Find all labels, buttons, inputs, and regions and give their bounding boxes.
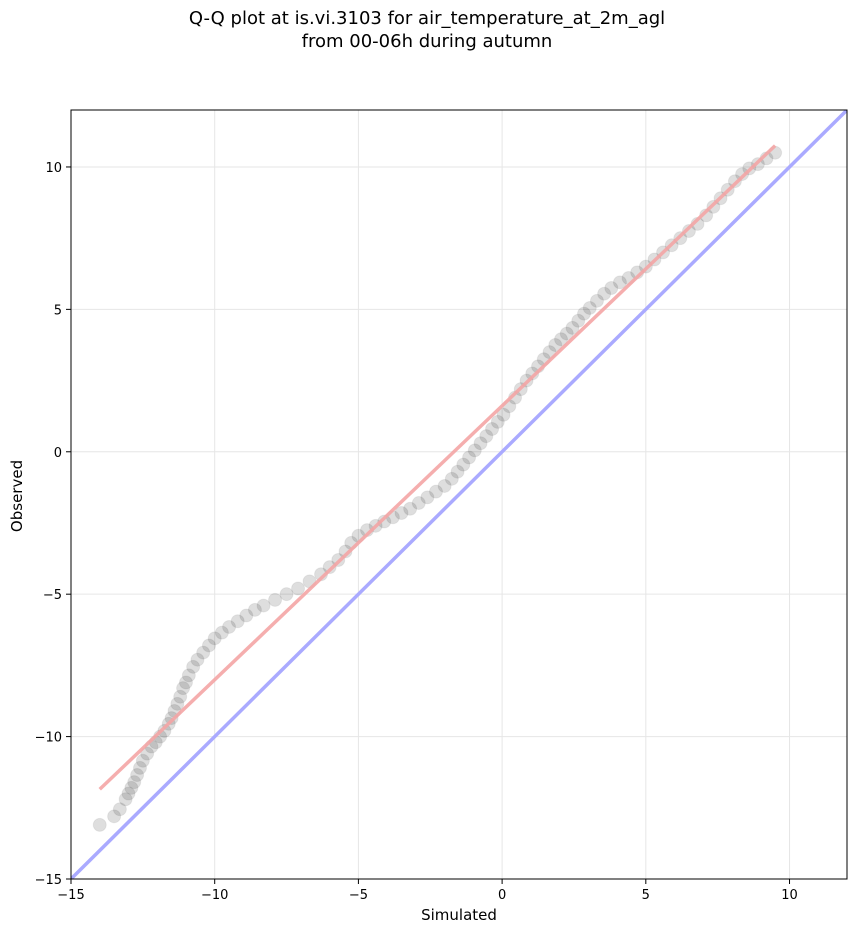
data-point bbox=[190, 652, 205, 667]
data-point bbox=[525, 366, 540, 381]
data-point bbox=[239, 608, 254, 623]
data-point bbox=[597, 286, 612, 301]
data-point bbox=[247, 602, 262, 617]
data-point bbox=[577, 306, 592, 321]
data-point bbox=[268, 592, 283, 607]
y-tick-label: −15 bbox=[35, 873, 62, 888]
data-point bbox=[256, 598, 271, 613]
data-point bbox=[164, 711, 179, 726]
data-point bbox=[437, 478, 452, 493]
x-tick-label: −10 bbox=[201, 888, 228, 903]
data-point bbox=[450, 464, 465, 479]
data-point bbox=[107, 809, 122, 824]
x-tick-label: 10 bbox=[781, 888, 798, 903]
plot-frame bbox=[70, 109, 848, 880]
data-point bbox=[127, 775, 142, 790]
data-point bbox=[444, 471, 459, 486]
data-point bbox=[121, 786, 136, 801]
data-point bbox=[186, 659, 201, 674]
data-point bbox=[173, 689, 188, 704]
data-point bbox=[118, 792, 133, 807]
y-tick-label: −10 bbox=[35, 731, 62, 746]
data-point bbox=[403, 501, 418, 516]
data-point bbox=[496, 407, 511, 422]
data-point bbox=[548, 337, 563, 352]
data-point bbox=[214, 625, 229, 640]
data-point bbox=[170, 696, 185, 711]
y-axis-label: Observed bbox=[8, 460, 26, 532]
data-point bbox=[479, 429, 494, 444]
data-point bbox=[181, 668, 196, 683]
data-point bbox=[201, 638, 216, 653]
y-tick-label: 5 bbox=[54, 303, 62, 318]
data-point bbox=[135, 753, 150, 768]
data-point bbox=[124, 780, 139, 795]
data-point bbox=[222, 619, 237, 634]
data-point bbox=[394, 506, 409, 521]
data-point bbox=[411, 496, 426, 511]
data-point bbox=[132, 760, 147, 775]
x-tick-label: −15 bbox=[57, 888, 84, 903]
data-point bbox=[377, 514, 392, 529]
data-point bbox=[589, 293, 604, 308]
y-tick-label: 0 bbox=[54, 446, 62, 461]
x-tick-label: 5 bbox=[642, 888, 650, 903]
y-tick-label: −5 bbox=[43, 588, 62, 603]
data-point bbox=[157, 723, 172, 738]
data-point bbox=[112, 802, 127, 817]
x-tick-label: 0 bbox=[498, 888, 506, 903]
data-point bbox=[429, 484, 444, 499]
data-point bbox=[420, 490, 435, 505]
data-point bbox=[571, 313, 586, 328]
data-point bbox=[612, 275, 627, 290]
data-point bbox=[92, 817, 107, 832]
data-point bbox=[178, 675, 193, 690]
data-points bbox=[92, 145, 783, 832]
data-point bbox=[279, 587, 294, 602]
axis-ticks: −15 −10 −5 0 5 10 −15 −10 −5 0 5 10 bbox=[35, 161, 798, 903]
data-point bbox=[559, 326, 574, 341]
data-point bbox=[456, 457, 471, 472]
data-point bbox=[176, 681, 191, 696]
data-point bbox=[604, 281, 619, 296]
data-point bbox=[462, 450, 477, 465]
data-point bbox=[140, 746, 155, 761]
x-tick-label: −5 bbox=[349, 888, 368, 903]
data-point bbox=[727, 174, 742, 189]
data-point bbox=[485, 421, 500, 436]
data-point bbox=[735, 167, 750, 182]
data-point bbox=[338, 544, 353, 559]
chart-title-line-2: from 00-06h during autumn bbox=[301, 31, 553, 52]
data-point bbox=[230, 614, 245, 629]
data-point bbox=[473, 436, 488, 451]
data-point bbox=[130, 768, 145, 783]
data-point bbox=[196, 645, 211, 660]
data-point bbox=[207, 631, 222, 646]
y-tick-label: 10 bbox=[45, 161, 62, 176]
data-point bbox=[490, 414, 505, 429]
one-to-one-reference-line bbox=[71, 110, 847, 879]
data-point bbox=[582, 300, 597, 315]
chart-title-line-1: Q-Q plot at is.vi.3103 for air_temperatu… bbox=[188, 8, 666, 29]
data-point bbox=[565, 320, 580, 335]
data-point bbox=[681, 224, 696, 239]
data-point bbox=[322, 560, 337, 575]
x-axis-label: Simulated bbox=[421, 906, 497, 924]
data-point bbox=[554, 332, 569, 347]
data-point bbox=[467, 443, 482, 458]
data-point bbox=[291, 581, 306, 596]
fit-line bbox=[98, 144, 777, 791]
